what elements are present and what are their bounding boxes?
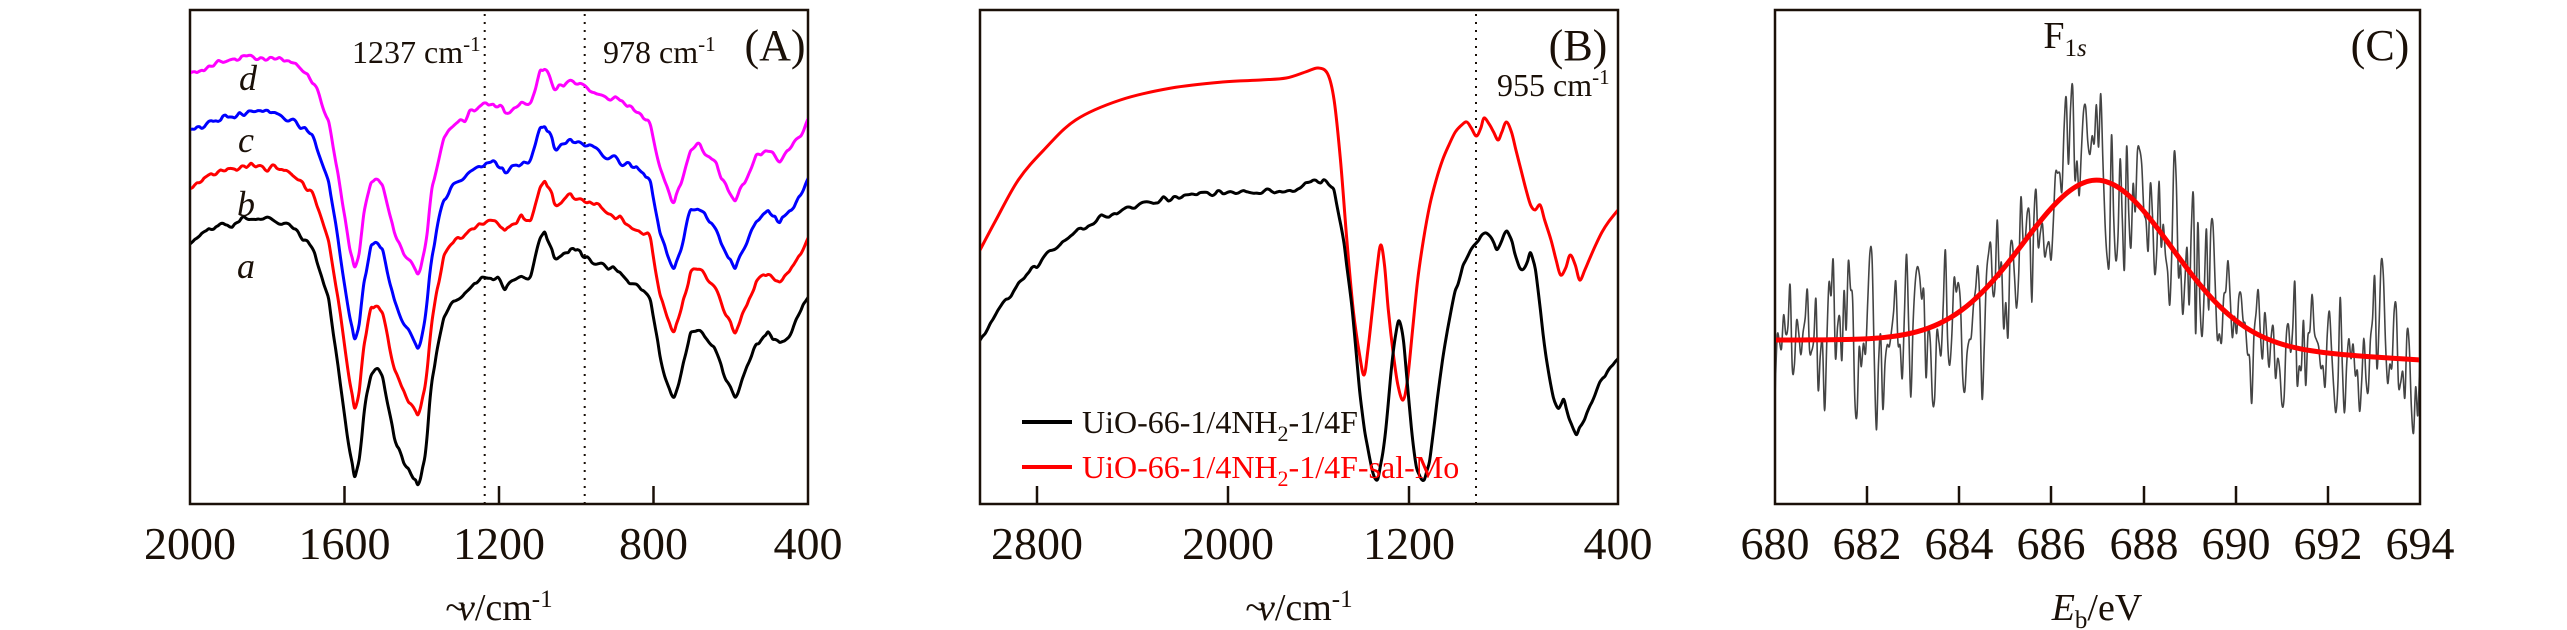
svg-text:686: 686 bbox=[2017, 518, 2086, 569]
svg-text:694: 694 bbox=[2386, 518, 2455, 569]
svg-text:(C): (C) bbox=[2351, 21, 2410, 70]
svg-text:Eb/eV: Eb/eV bbox=[2051, 587, 2143, 630]
svg-text:2800: 2800 bbox=[991, 518, 1083, 569]
svg-text:1200: 1200 bbox=[1363, 518, 1455, 569]
svg-text:d: d bbox=[239, 58, 258, 98]
svg-text:(B): (B) bbox=[1549, 21, 1608, 70]
svg-text:a: a bbox=[237, 246, 255, 286]
svg-text:1200: 1200 bbox=[453, 518, 545, 569]
svg-text:688: 688 bbox=[2110, 518, 2179, 569]
svg-text:400: 400 bbox=[1584, 518, 1653, 569]
svg-text:UiO-66-1/4NH2-1/4F-sal-Mo: UiO-66-1/4NH2-1/4F-sal-Mo bbox=[1082, 449, 1459, 491]
svg-text:680: 680 bbox=[1741, 518, 1810, 569]
svg-text:682: 682 bbox=[1833, 518, 1902, 569]
svg-text:UiO-66-1/4NH2-1/4F: UiO-66-1/4NH2-1/4F bbox=[1082, 404, 1358, 446]
svg-text:c: c bbox=[238, 120, 254, 160]
svg-text:1600: 1600 bbox=[299, 518, 391, 569]
svg-text:400: 400 bbox=[774, 518, 843, 569]
svg-text:2000: 2000 bbox=[144, 518, 236, 569]
svg-text:b: b bbox=[237, 184, 255, 224]
svg-text:690: 690 bbox=[2202, 518, 2271, 569]
svg-text:692: 692 bbox=[2294, 518, 2363, 569]
svg-text:684: 684 bbox=[1925, 518, 1994, 569]
svg-text:2000: 2000 bbox=[1182, 518, 1274, 569]
svg-text:(A): (A) bbox=[744, 21, 805, 70]
svg-text:1237 cm-1: 1237 cm-1 bbox=[352, 32, 481, 70]
svg-text:800: 800 bbox=[619, 518, 688, 569]
